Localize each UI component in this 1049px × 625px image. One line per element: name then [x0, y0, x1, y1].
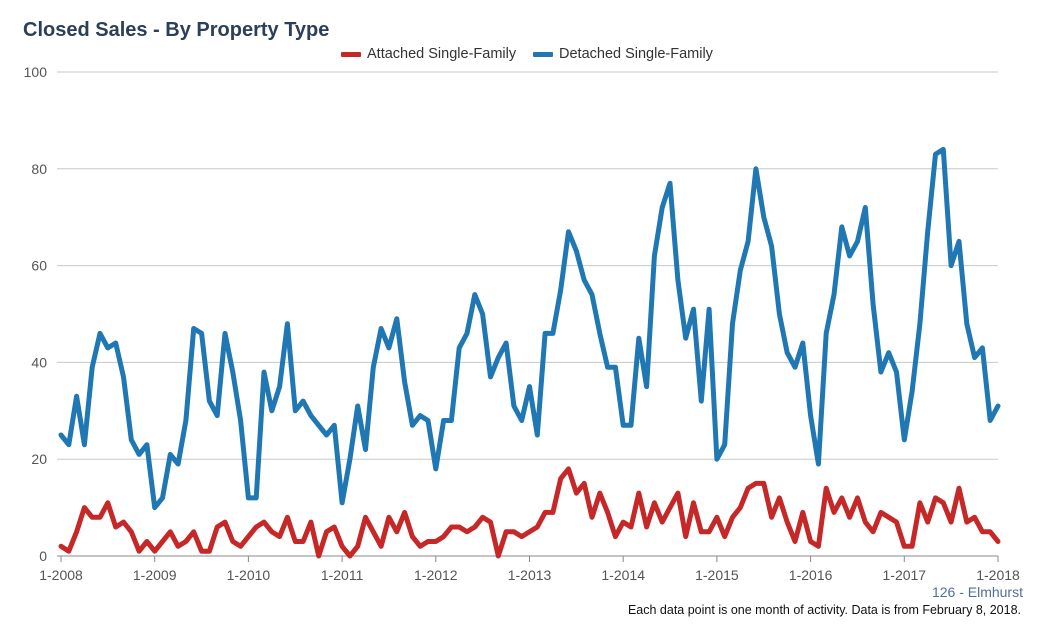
- legend-label-detached: Detached Single-Family: [559, 46, 713, 62]
- x-tick-label-1-2012: 1-2012: [414, 567, 458, 583]
- y-tick-label-20: 20: [31, 451, 47, 467]
- x-tick-label-1-2014: 1-2014: [601, 567, 645, 583]
- x-tick-label-1-2015: 1-2015: [695, 567, 739, 583]
- x-tick-label-1-2013: 1-2013: [508, 567, 552, 583]
- x-tick-label-1-2018: 1-2018: [976, 567, 1020, 583]
- footer-source: 126 - Elmhurst: [931, 584, 1023, 600]
- legend-swatch-attached: [341, 51, 361, 57]
- legend-swatch-detached: [533, 51, 553, 57]
- x-tick-label-1-2011: 1-2011: [321, 567, 364, 583]
- x-tick-label-1-2008: 1-2008: [39, 567, 83, 583]
- x-tick-label-1-2017: 1-2017: [883, 567, 927, 583]
- y-tick-label-40: 40: [31, 354, 47, 370]
- x-tick-label-1-2010: 1-2010: [227, 567, 271, 583]
- y-tick-label-60: 60: [31, 258, 47, 274]
- y-tick-label-80: 80: [31, 161, 47, 177]
- legend: Attached Single-Family Detached Single-F…: [0, 46, 1049, 64]
- chart-title: Closed Sales - By Property Type: [23, 19, 330, 41]
- y-tick-label-0: 0: [39, 548, 47, 564]
- legend-item-attached[interactable]: Attached Single-Family: [341, 46, 516, 62]
- legend-label-attached: Attached Single-Family: [367, 46, 517, 62]
- series-line-attached-single-family: [58, 466, 1001, 559]
- series-line-detached-single-family: [58, 146, 1001, 511]
- x-tick-label-1-2016: 1-2016: [789, 567, 833, 583]
- y-tick-label-100: 100: [24, 64, 48, 80]
- legend-item-detached[interactable]: Detached Single-Family: [533, 46, 713, 62]
- x-tick-label-1-2009: 1-2009: [133, 567, 177, 583]
- footer-note: Each data point is one month of activity…: [627, 603, 1021, 617]
